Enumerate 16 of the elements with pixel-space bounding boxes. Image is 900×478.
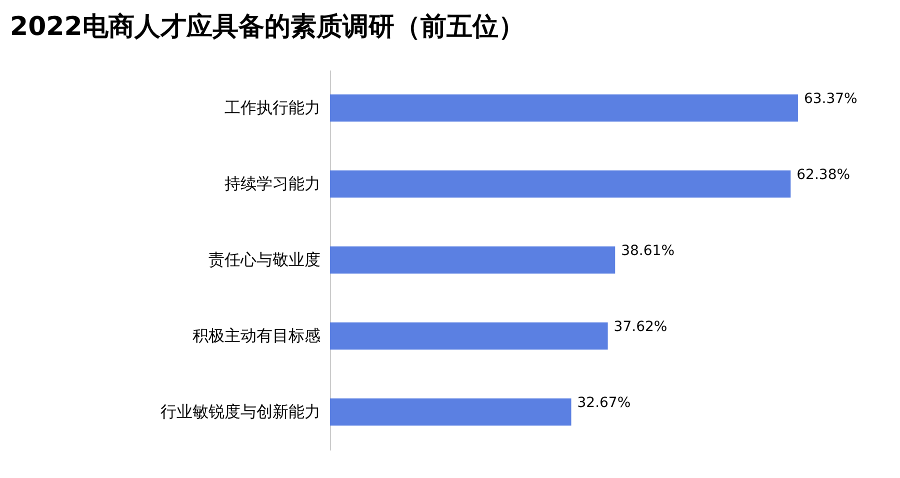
y-tick-label: 积极主动有目标感 [192, 326, 320, 345]
bar [330, 170, 791, 198]
bar [330, 246, 616, 274]
data-label: 62.38% [796, 167, 850, 183]
y-tick-label: 责任心与敬业度 [208, 250, 320, 269]
chart-title: 2022电商人才应具备的素质调研（前五位） [10, 12, 524, 42]
data-label: 63.37% [804, 91, 858, 107]
y-tick-label: 持续学习能力 [224, 174, 320, 193]
bar [330, 322, 608, 350]
bar [330, 398, 572, 426]
data-label: 37.62% [614, 319, 668, 335]
bar [330, 94, 798, 122]
data-label: 38.61% [621, 243, 675, 259]
y-tick-label: 工作执行能力 [224, 98, 320, 117]
data-label: 32.67% [577, 395, 631, 411]
y-tick-label: 行业敏锐度与创新能力 [160, 402, 320, 421]
